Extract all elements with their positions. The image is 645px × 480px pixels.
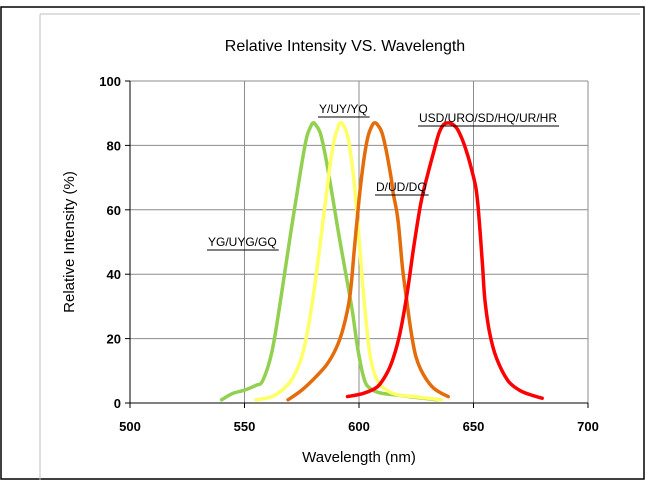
x-tick-label: 600 xyxy=(348,419,370,434)
x-tick-label: 700 xyxy=(577,419,599,434)
series-line-y xyxy=(254,120,444,402)
x-tick-labels: 500 550 600 650 700 xyxy=(119,403,599,434)
series-line-yg xyxy=(219,121,439,402)
series-label-y: Y/UY/YQ xyxy=(319,102,368,116)
y-tick-label: 0 xyxy=(114,396,121,411)
x-axis-title: Wavelength (nm) xyxy=(302,449,416,466)
chart-border xyxy=(0,6,645,480)
x-tick-label: 500 xyxy=(119,419,141,434)
series-label-usd: USD/URO/SD/HQ/UR/HR xyxy=(419,111,557,125)
x-tick-label: 550 xyxy=(234,419,256,434)
y-tick-label: 80 xyxy=(107,138,121,153)
y-tick-label: 40 xyxy=(107,267,121,282)
y-tick-label: 100 xyxy=(99,74,121,89)
series-line-d xyxy=(286,121,451,402)
chart-title: Relative Intensity VS. Wavelength xyxy=(225,38,465,55)
y-tick-label: 60 xyxy=(107,203,121,218)
x-tick-label: 650 xyxy=(463,419,485,434)
y-tick-label: 20 xyxy=(107,332,121,347)
y-tick-labels: 0 20 40 60 80 100 xyxy=(99,74,130,411)
series-label-yg: YG/UYG/GQ xyxy=(208,235,277,249)
series-labels: YG/UYG/GQ Y/UY/YQ D/UD/DQ USD/URO/SD/HQ/UR/… xyxy=(207,102,560,251)
series-label-d: D/UD/DQ xyxy=(376,180,427,194)
y-axis-title: Relative Intensity (%) xyxy=(61,171,78,313)
